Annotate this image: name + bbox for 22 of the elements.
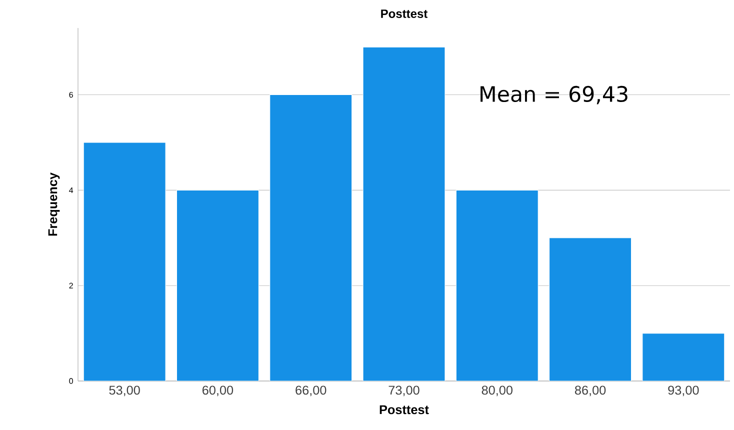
bar bbox=[456, 190, 538, 381]
x-tick-label: 73,00 bbox=[388, 386, 420, 396]
chart-title: Posttest bbox=[381, 10, 428, 18]
bar bbox=[270, 94, 352, 381]
x-tick-label: 66,00 bbox=[296, 386, 326, 396]
y-tick-label: 6 bbox=[69, 92, 73, 98]
x-axis-title: Posttest bbox=[380, 405, 429, 414]
bar bbox=[83, 142, 166, 381]
x-tick-label: 60,00 bbox=[202, 386, 234, 396]
x-tick-label: 93,00 bbox=[668, 386, 699, 396]
y-tick-label: 0 bbox=[69, 378, 73, 384]
x-tick-label: 80,00 bbox=[482, 386, 512, 396]
bar bbox=[176, 190, 259, 381]
x-tick-label: 86,00 bbox=[574, 386, 606, 396]
y-tick-label: 4 bbox=[69, 187, 74, 193]
annotation: Mean = 69,43 bbox=[480, 86, 628, 104]
y-tick-label: 2 bbox=[69, 282, 73, 288]
bar bbox=[362, 46, 446, 381]
bar bbox=[642, 333, 725, 381]
x-tick-label: 53,00 bbox=[109, 386, 140, 396]
y-axis-title: Frequency bbox=[48, 172, 60, 236]
bar bbox=[549, 238, 632, 381]
